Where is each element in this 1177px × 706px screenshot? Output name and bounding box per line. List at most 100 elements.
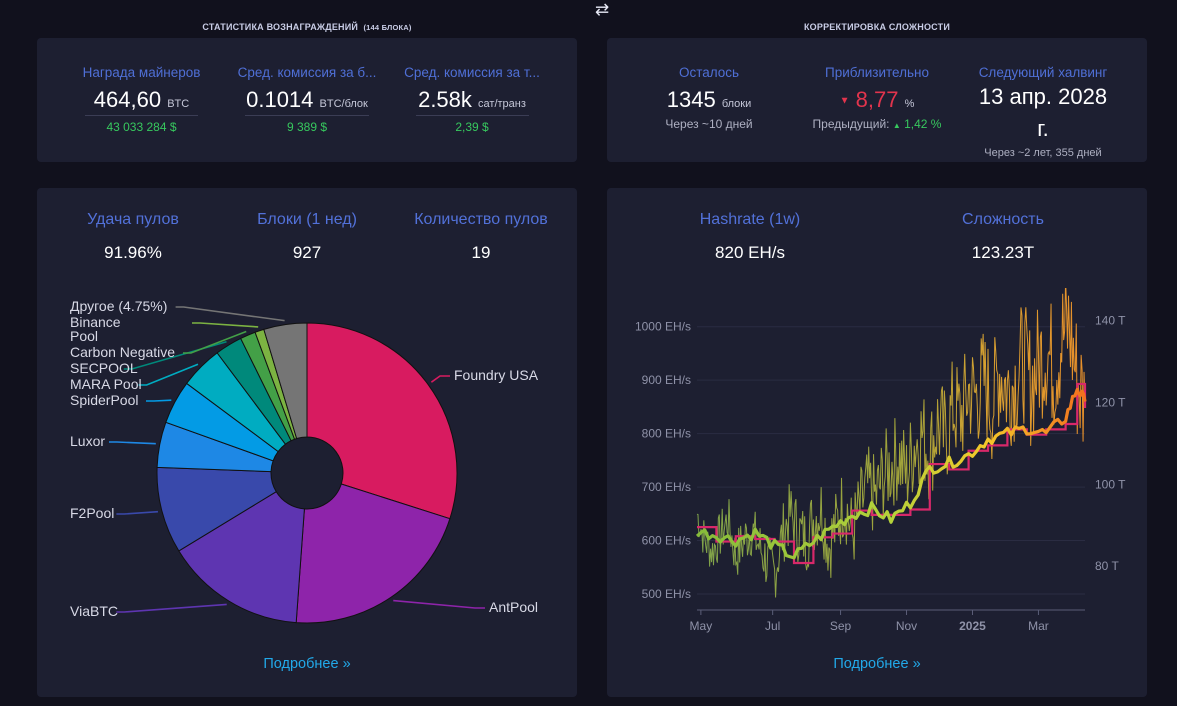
blocks-week-value: 927: [292, 243, 322, 262]
rewards-title-text: СТАТИСТИКА ВОЗНАГРАЖДЕНИЙ: [202, 22, 359, 32]
remaining-value: 1345: [666, 87, 716, 112]
y-left-tick-label: 600 EH/s: [642, 534, 691, 548]
pie-leader-line: [393, 599, 485, 609]
miners-reward-unit: BTC: [167, 98, 190, 110]
remaining-unit: блоки: [721, 98, 752, 110]
pools-luck-label: Удача пулов: [87, 211, 179, 228]
pools-count-stat: Количество пулов 19: [403, 211, 559, 263]
pie-label-secpool: SECPOOL: [70, 360, 138, 376]
avg-fee-tx-stat: Сред. комиссия за т... 2.58k сат/транз 2…: [396, 65, 548, 134]
pie-leader-line: [192, 322, 259, 328]
pie-slice-другое-4-75[interactable]: [263, 322, 308, 440]
estimate-label: Приблизительно: [825, 65, 929, 80]
halving-label: Следующий халвинг: [978, 65, 1108, 80]
avg-fee-block-stat: Сред. комиссия за б... 0.1014 BTC/блок 9…: [231, 65, 383, 134]
miners-reward-label: Награда майнеров: [82, 65, 201, 80]
pie-label-foundry-usa: Foundry USA: [454, 367, 539, 383]
pie-label-carbon-negative: Carbon Negative: [70, 344, 175, 360]
difficulty-panel: Осталось 1345 блоки Через ~10 дней Прибл…: [607, 38, 1147, 162]
x-tick-label: Sep: [830, 619, 852, 633]
swap-arrows-icon[interactable]: ⇄: [594, 0, 610, 19]
remaining-eta: Через ~10 дней: [665, 117, 753, 131]
divider: [245, 115, 369, 116]
x-tick-label: Jul: [765, 619, 780, 633]
avg-fee-tx-value: 2.58k: [418, 87, 472, 112]
avg-fee-block-unit: BTC/блок: [319, 98, 368, 110]
arrow-up-icon: ▲: [892, 121, 901, 130]
hashrate-smoothed-line: [695, 387, 1087, 560]
estimate-value: 8,77: [855, 87, 899, 112]
y-left-tick-label: 900 EH/s: [642, 373, 691, 387]
avg-fee-tx-unit: сат/транз: [478, 98, 526, 110]
divider: [85, 115, 198, 116]
avg-fee-tx-usd: 2,39 $: [455, 120, 489, 134]
difficulty-label: Сложность: [962, 211, 1044, 228]
halving-date: 13 апр. 2028: [978, 84, 1108, 109]
pie-label-другое-4-75: Другое (4.75%): [70, 298, 167, 314]
y-right-tick-label: 80 T: [1095, 559, 1119, 573]
pie-leader-line: [430, 375, 450, 383]
remaining-label: Осталось: [678, 65, 740, 80]
y-left-tick-label: 800 EH/s: [642, 427, 691, 441]
pie-label-binance-pool: Binance Pool: [70, 314, 121, 344]
mining-more-link[interactable]: Подробнее »: [833, 656, 921, 672]
mining-panel: Hashrate (1w) 820 EH/s Сложность 123.23T…: [607, 188, 1147, 697]
arrow-down-icon: ▼: [839, 95, 850, 107]
pie-label-f2pool: F2Pool: [70, 505, 114, 521]
difficulty-value-stat: Сложность 123.23T: [935, 211, 1071, 263]
pie-leader-line: [138, 363, 199, 386]
miners-reward-usd: 43 033 284 $: [106, 120, 177, 134]
halving-stat: Следующий халвинг 13 апр. 2028 г. Через …: [965, 65, 1121, 159]
difficulty-step-line: [697, 382, 1087, 565]
x-tick-label: May: [690, 619, 713, 633]
y-left-tick-label: 700 EH/s: [642, 480, 691, 494]
difficulty-section-title: КОРРЕКТИРОВКА СЛОЖНОСТИ: [803, 22, 950, 32]
pie-label-mara-pool: MARA Pool: [70, 376, 142, 392]
pie-slice-foundry-usa[interactable]: [306, 322, 458, 520]
hashrate-label: Hashrate (1w): [699, 211, 801, 228]
x-tick-label: 2025: [959, 619, 986, 633]
x-tick-label: Nov: [896, 619, 917, 633]
previous-value: 1,42 %: [904, 117, 942, 131]
pools-more-link[interactable]: Подробнее »: [263, 656, 351, 672]
pie-slice-viabtc[interactable]: [178, 491, 305, 624]
pie-leader-line: [175, 306, 285, 322]
avg-fee-block-usd: 9 389 $: [286, 120, 328, 134]
y-right-tick-label: 100 T: [1095, 477, 1126, 491]
avg-fee-block-label: Сред. комиссия за б...: [237, 65, 377, 80]
y-left-tick-label: 1000 EH/s: [635, 320, 691, 334]
rewards-panel: Награда майнеров 464,60 BTC 43 033 284 $…: [37, 38, 577, 162]
pools-pie-chart[interactable]: Foundry USA AntPool ViaBTC F2Pool Luxor Spide…: [37, 288, 577, 668]
difficulty-value: 123.23T: [971, 243, 1035, 262]
previous-label: Предыдущий:: [812, 117, 890, 131]
remaining-stat: Осталось 1345 блоки Через ~10 дней: [649, 65, 769, 131]
x-tick-label: Mar: [1028, 619, 1049, 633]
y-left-tick-label: 500 EH/s: [642, 587, 691, 601]
miners-reward-stat: Награда майнеров 464,60 BTC 43 033 284 $: [70, 65, 213, 134]
miners-reward-value: 464,60: [93, 87, 162, 112]
pie-slice-antpool[interactable]: [295, 483, 451, 624]
pools-count-label: Количество пулов: [414, 211, 548, 228]
hashrate-stat: Hashrate (1w) 820 EH/s: [677, 211, 823, 263]
rewards-title-sub: (144 БЛОКА): [363, 23, 412, 32]
y-right-tick-label: 140 T: [1095, 313, 1126, 327]
hashrate-difficulty-chart[interactable]: 500 EH/s 600 EH/s 700 EH/s 800 EH/s 900 EH/s…: [607, 288, 1147, 648]
estimate-unit: %: [904, 98, 915, 110]
pie-label-antpool: AntPool: [489, 599, 538, 615]
blocks-week-label: Блоки (1 нед): [257, 211, 357, 228]
hashrate-value: 820 EH/s: [715, 243, 785, 262]
hashrate-raw-line: [696, 288, 1086, 598]
pie-label-viabtc: ViaBTC: [70, 603, 118, 619]
pie-leader-line: [116, 603, 227, 613]
pools-panel: Удача пулов 91.96% Блоки (1 нед) 927 Кол…: [37, 188, 577, 697]
avg-fee-tx-label: Сред. комиссия за т...: [404, 65, 540, 80]
pools-count-value: 19: [471, 243, 491, 262]
pie-leader-line: [183, 330, 247, 354]
pie-leader-line: [109, 441, 156, 445]
avg-fee-block-value: 0.1014: [246, 87, 314, 112]
pie-leader-line: [116, 510, 159, 515]
pie-label-luxor: Luxor: [70, 433, 105, 449]
pools-luck-stat: Удача пулов 91.96%: [57, 211, 209, 263]
pie-label-spiderpool: SpiderPool: [70, 392, 139, 408]
rewards-section-title: СТАТИСТИКА ВОЗНАГРАЖДЕНИЙ (144 БЛОКА): [37, 22, 577, 32]
